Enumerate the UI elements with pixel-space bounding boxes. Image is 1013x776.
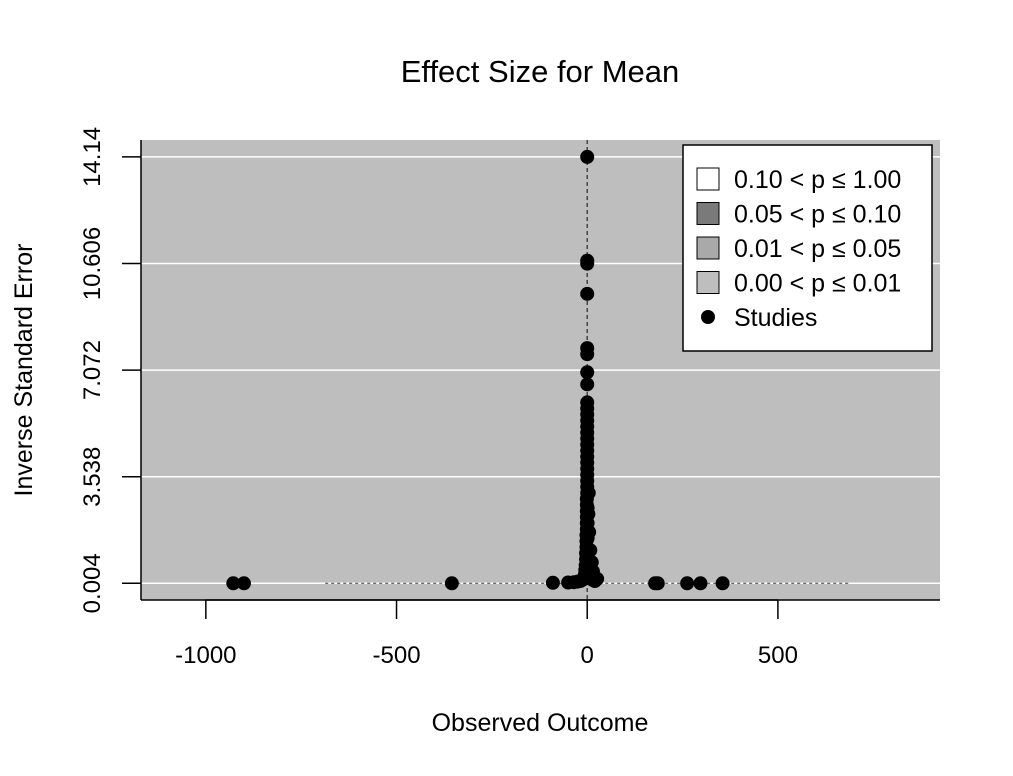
legend-swatch [696, 202, 720, 225]
study-point [444, 576, 459, 591]
y-tick-label: 3.538 [79, 447, 106, 507]
study-point [715, 576, 730, 591]
legend-label: Studies [734, 304, 817, 332]
legend-label: 0.05 < p ≤ 0.10 [734, 201, 901, 229]
study-point [581, 507, 596, 522]
legend-label: 0.10 < p ≤ 1.00 [734, 166, 901, 194]
study-point [582, 525, 597, 540]
legend: 0.10 < p ≤ 1.00 0.05 < p ≤ 0.10 0.01 < p ≤… [682, 144, 933, 352]
study-point [650, 576, 665, 591]
study-point [584, 555, 599, 570]
legend-swatch [696, 236, 720, 260]
study-points [226, 149, 730, 591]
legend-label: 0.00 < p ≤ 0.01 [734, 270, 901, 298]
x-tick-label: 0 [581, 642, 594, 669]
y-tick-label: 7.072 [79, 340, 106, 400]
legend-marker [701, 310, 715, 324]
study-point [545, 575, 560, 590]
chart-title: Effect Size for Mean [401, 54, 680, 89]
study-point [580, 341, 595, 356]
contour-lines [325, 140, 850, 600]
study-point [583, 543, 598, 558]
study-point [693, 576, 708, 591]
x-axis-label: Observed Outcome [432, 709, 649, 737]
study-point [581, 485, 596, 500]
y-tick-label: 10.606 [79, 227, 106, 300]
x-tick-label: -500 [373, 642, 421, 669]
y-axis-label: Inverse Standard Error [10, 244, 38, 497]
study-point [580, 377, 595, 392]
study-point [580, 365, 595, 380]
y-axis: 0.004 3.538 7.072 10.606 14.14 [79, 127, 141, 613]
y-tick-label: 14.14 [79, 127, 106, 187]
study-point [580, 395, 595, 410]
y-tick-label: 0.004 [79, 553, 106, 613]
x-tick-label: 500 [758, 642, 798, 669]
legend-label: 0.01 < p ≤ 0.05 [734, 235, 901, 263]
study-point [226, 576, 241, 591]
study-point [680, 576, 695, 591]
study-point [580, 149, 595, 164]
legend-swatch [696, 271, 720, 294]
legend-swatch [696, 167, 720, 191]
study-point [580, 286, 595, 301]
legend-box [682, 144, 933, 352]
x-tick-label: -1000 [175, 642, 236, 669]
study-point [236, 576, 251, 591]
x-axis: -1000 -500 0 500 [175, 599, 798, 669]
study-point [580, 253, 595, 268]
grid-lines [141, 156, 940, 585]
